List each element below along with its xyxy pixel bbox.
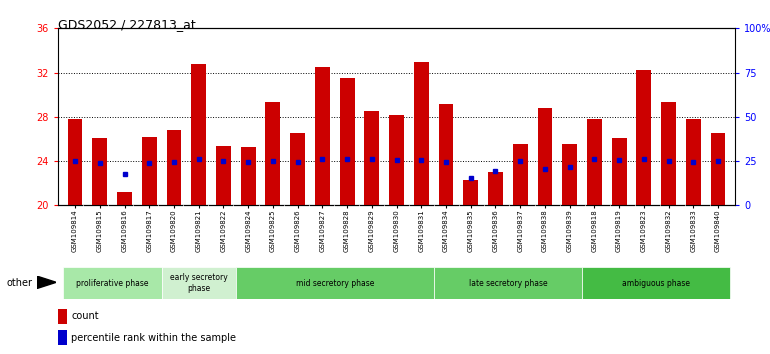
Bar: [266, 102, 280, 205]
Bar: [439, 104, 454, 205]
Bar: [166, 130, 182, 205]
Bar: [191, 64, 206, 205]
Bar: [637, 70, 651, 205]
Bar: [216, 145, 231, 205]
Bar: [686, 119, 701, 205]
Bar: [62, 267, 162, 299]
Bar: [315, 67, 330, 205]
Bar: [236, 267, 434, 299]
Bar: [92, 138, 107, 205]
Polygon shape: [37, 276, 56, 289]
Bar: [142, 137, 156, 205]
Bar: [661, 102, 676, 205]
Bar: [611, 138, 627, 205]
Text: count: count: [71, 311, 99, 321]
Bar: [488, 172, 503, 205]
Bar: [58, 330, 68, 345]
Bar: [389, 115, 404, 205]
Bar: [562, 144, 577, 205]
Bar: [582, 267, 731, 299]
Text: late secretory phase: late secretory phase: [468, 279, 547, 288]
Bar: [413, 62, 429, 205]
Bar: [58, 309, 68, 324]
Bar: [290, 133, 305, 205]
Text: percentile rank within the sample: percentile rank within the sample: [71, 332, 236, 343]
Text: ambiguous phase: ambiguous phase: [622, 279, 690, 288]
Bar: [68, 119, 82, 205]
Text: mid secretory phase: mid secretory phase: [296, 279, 374, 288]
Bar: [711, 133, 725, 205]
Text: other: other: [6, 278, 32, 288]
Bar: [162, 267, 236, 299]
Bar: [364, 111, 380, 205]
Bar: [537, 108, 552, 205]
Bar: [241, 147, 256, 205]
Bar: [513, 144, 527, 205]
Text: early secretory
phase: early secretory phase: [170, 274, 228, 293]
Bar: [587, 119, 602, 205]
Bar: [464, 180, 478, 205]
Bar: [117, 192, 132, 205]
Bar: [434, 267, 582, 299]
Text: GDS2052 / 227813_at: GDS2052 / 227813_at: [58, 18, 196, 31]
Text: proliferative phase: proliferative phase: [76, 279, 149, 288]
Bar: [340, 78, 354, 205]
